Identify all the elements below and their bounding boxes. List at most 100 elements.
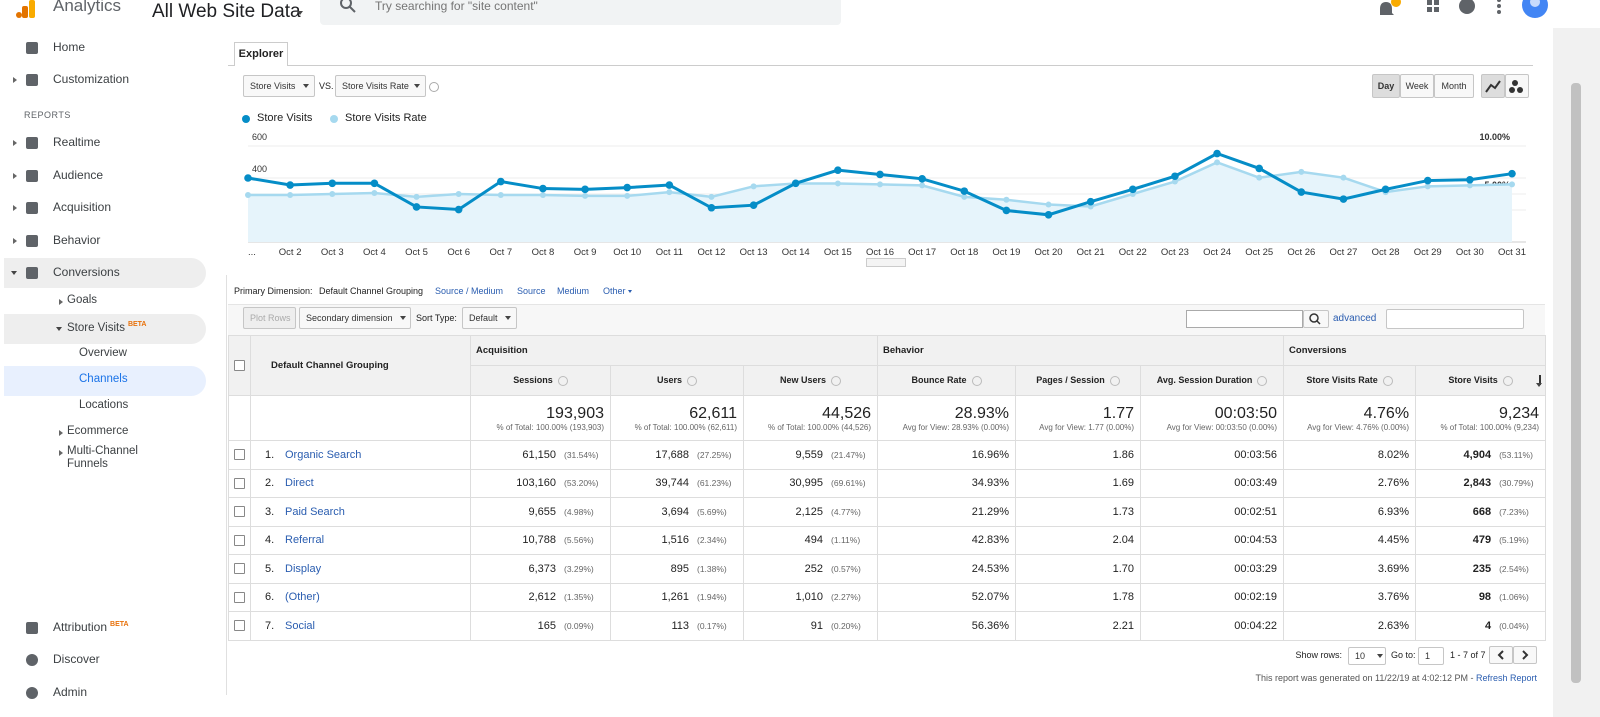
period-button[interactable]: Month <box>1434 74 1474 98</box>
dimension-option[interactable]: Other <box>603 286 626 296</box>
checkbox[interactable] <box>234 591 245 603</box>
nav-label[interactable]: Behavior <box>53 233 101 247</box>
nav-item[interactable]: Acquisition <box>53 200 111 214</box>
metric-value: 103,160 <box>516 477 556 490</box>
nav-label[interactable]: Attribution <box>53 620 108 634</box>
nav-label[interactable]: Ecommerce <box>67 425 129 437</box>
scrollbar[interactable] <box>1553 28 1600 717</box>
nav-label[interactable]: Multi-Channel Funnels <box>67 445 138 470</box>
help-icon <box>831 375 842 386</box>
nav-label[interactable]: Store Visits <box>67 321 125 334</box>
nav-item[interactable]: Conversions <box>53 265 120 279</box>
nav-label[interactable]: Channels <box>79 373 128 385</box>
column-name: Pages / Session <box>1036 375 1105 386</box>
nav-label[interactable]: Home <box>53 40 86 54</box>
nav-label[interactable]: Conversions <box>53 265 120 279</box>
channel-link[interactable]: Organic Search <box>285 448 362 461</box>
column-header[interactable]: Pages / Session <box>1015 365 1142 396</box>
nav-label[interactable]: Overview <box>79 347 127 359</box>
nav-item[interactable]: Admin <box>53 685 87 699</box>
metric-select[interactable]: Store Visits Rate <box>335 75 426 97</box>
scroll-thumb[interactable] <box>1571 83 1581 683</box>
property-selector[interactable]: All Web Site Data <box>152 1 301 22</box>
metric-select[interactable]: Store Visits <box>243 75 315 97</box>
data-row: 3. Paid Search 9,655 (4.98%) 3,694 (5.69%) 2,1… <box>228 497 1547 527</box>
x-tick-label: Oct 16 <box>866 247 894 258</box>
channel-link[interactable]: Paid Search <box>285 505 345 518</box>
next-page[interactable] <box>1513 646 1537 664</box>
nav-item[interactable]: Discover <box>53 652 100 666</box>
nav-item[interactable]: Audience <box>53 168 103 182</box>
nav-item[interactable]: Home <box>53 40 85 54</box>
nav-label[interactable]: Acquisition <box>53 200 112 214</box>
checkbox[interactable] <box>234 534 245 546</box>
metric-cell: 2.63% <box>1283 611 1417 641</box>
refresh-link[interactable]: Refresh Report <box>1475 673 1537 683</box>
nav-label[interactable]: Customization <box>53 72 130 86</box>
metric-cell: 1,010 (2.27%) <box>742 582 879 612</box>
dimension-option[interactable]: Source <box>517 286 546 296</box>
column-header[interactable]: Store Visits Rate <box>1283 365 1417 396</box>
nav-item[interactable]: Attribution BETA <box>53 620 129 634</box>
period-button[interactable]: Day <box>1372 74 1400 98</box>
chart-icons <box>1485 80 1523 93</box>
metric-value: 1.69 <box>1112 477 1135 490</box>
nav-label[interactable]: Discover <box>53 652 100 666</box>
search-button[interactable] <box>1303 310 1329 328</box>
checkbox[interactable] <box>234 360 245 371</box>
goto-input[interactable]: 1 <box>1418 647 1444 665</box>
checkbox[interactable] <box>234 563 245 575</box>
data-point <box>1171 178 1178 185</box>
column-header[interactable]: Sessions <box>470 365 611 396</box>
rows-select[interactable]: 10 <box>1348 647 1386 665</box>
prev-page[interactable] <box>1489 646 1513 664</box>
nav-item[interactable]: Ecommerce <box>67 425 128 437</box>
column-header[interactable]: Avg. Session Duration <box>1140 365 1285 396</box>
chart-collapse[interactable] <box>866 258 906 267</box>
search-box[interactable] <box>320 0 841 25</box>
column-header[interactable]: New Users <box>742 365 879 396</box>
dimension-option[interactable]: Source / Medium <box>435 286 504 296</box>
nav-label[interactable]: Realtime <box>53 135 101 149</box>
checkbox[interactable] <box>234 506 245 518</box>
explorer-tab[interactable]: Explorer <box>234 42 288 66</box>
advanced-link[interactable]: advanced <box>1333 313 1377 324</box>
secondary-dimension[interactable]: Secondary dimension <box>299 307 411 329</box>
nav-item[interactable]: Overview <box>79 347 127 359</box>
plot-rows-button[interactable]: Plot Rows <box>243 307 296 329</box>
checkbox[interactable] <box>234 620 245 632</box>
nav-item[interactable]: Multi-Channel Funnels <box>67 445 162 471</box>
period-button[interactable]: Week <box>1400 74 1434 98</box>
checkbox[interactable] <box>234 477 245 489</box>
nav-item[interactable]: Customization <box>53 72 129 86</box>
dimension-option[interactable]: Medium <box>557 286 590 296</box>
nav-item[interactable]: Store Visits BETA <box>67 321 147 334</box>
nav-label[interactable]: Goals <box>67 294 98 306</box>
dimension-option[interactable]: Default Channel Grouping <box>319 286 424 296</box>
motion-chart-toggle[interactable] <box>1505 74 1529 98</box>
channel-link[interactable]: Display <box>285 562 322 575</box>
nav-item[interactable]: Channels <box>79 373 128 385</box>
checkbox[interactable] <box>234 449 245 461</box>
nav-item[interactable]: Goals <box>67 294 97 306</box>
remove-icon[interactable] <box>429 82 439 92</box>
column-header[interactable]: Store Visits <box>1415 365 1547 396</box>
dimension-cell: 4. Referral <box>250 525 471 555</box>
nav-label[interactable]: Locations <box>79 399 129 411</box>
view-toggles[interactable] <box>1386 309 1524 329</box>
channel-link[interactable]: Direct <box>285 477 314 490</box>
sort-select[interactable]: Default <box>462 307 517 329</box>
channel-link[interactable]: Referral <box>285 534 325 547</box>
nav-item[interactable]: Behavior <box>53 233 100 247</box>
nav-label[interactable]: Admin <box>53 685 88 699</box>
nav-label[interactable]: Audience <box>53 168 104 182</box>
nav-item[interactable]: Realtime <box>53 135 100 149</box>
column-header[interactable]: Users <box>610 365 744 396</box>
channel-link[interactable]: Social <box>285 619 315 632</box>
channel-link[interactable]: (Other) <box>285 591 320 604</box>
column-header[interactable]: Bounce Rate <box>877 365 1017 396</box>
table-search[interactable] <box>1186 310 1303 328</box>
total-value: 193,903 <box>546 404 604 422</box>
nav-item[interactable]: Locations <box>79 399 128 411</box>
data-row: 2. Direct 103,160 (53.20%) 39,744 (61.23%) 30,… <box>228 468 1547 498</box>
